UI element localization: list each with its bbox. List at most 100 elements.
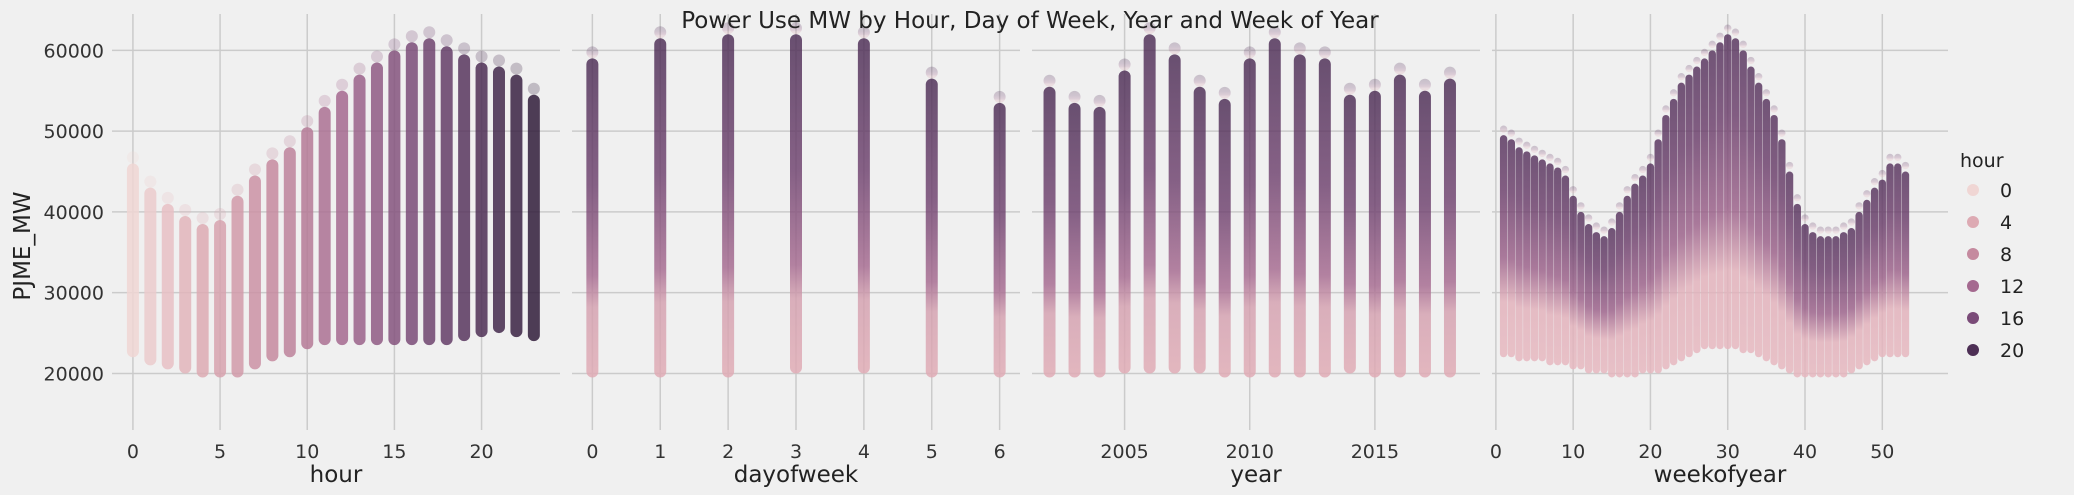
outlier-point: [1293, 42, 1306, 55]
point-column: [857, 38, 870, 374]
point-column: [1393, 74, 1406, 378]
point-column: [1901, 171, 1910, 358]
legend-label: 0: [2000, 180, 2012, 202]
point-column: [1700, 58, 1709, 350]
point-column: [1654, 139, 1662, 374]
point-column: [1577, 211, 1585, 370]
point-column: [179, 215, 192, 374]
legend-marker: [1967, 184, 1979, 196]
x-tick-label: 0: [1490, 441, 1502, 463]
point-column: [1093, 106, 1106, 378]
outlier-point: [1700, 48, 1709, 57]
outlier-point: [1870, 177, 1879, 186]
point-column: [1870, 187, 1879, 362]
point-column: [283, 147, 296, 358]
outlier-point: [1530, 145, 1539, 154]
outlier-point: [1592, 222, 1601, 230]
outlier-point: [388, 38, 401, 51]
outlier-point: [857, 26, 870, 39]
outlier-point: [510, 62, 523, 75]
outlier-point: [423, 26, 436, 39]
outlier-point: [1716, 32, 1724, 40]
outlier-point: [144, 175, 157, 188]
point-column: [1639, 175, 1647, 374]
point-column: [1623, 195, 1631, 378]
point-column: [196, 224, 209, 378]
x-tick-label: 5: [214, 441, 226, 463]
outlier-point: [1847, 218, 1856, 226]
outlier-point: [1654, 129, 1662, 137]
panel-dayofweek: 0 1 2 3 4 5 6 dayofweek: [572, 14, 1020, 488]
point-column: [1847, 228, 1856, 374]
point-column: [1785, 171, 1794, 374]
outlier-point: [654, 26, 667, 39]
outlier-point: [458, 42, 471, 55]
outlier-point: [1615, 202, 1624, 210]
outlier-point: [993, 90, 1006, 103]
outlier-point: [353, 62, 366, 75]
outlier-point: [1584, 214, 1593, 222]
point-column: [925, 78, 938, 378]
outlier-point: [1118, 58, 1131, 71]
y-tick-label: 60000: [44, 40, 104, 62]
series-points: [586, 22, 1006, 378]
point-column: [1816, 236, 1825, 378]
outlier-point: [1443, 66, 1456, 79]
outlier-point: [1762, 89, 1771, 97]
outlier-point: [1368, 78, 1381, 91]
series-points: [1499, 24, 1910, 378]
point-column: [1646, 163, 1655, 374]
outlier-point: [336, 78, 349, 91]
point-column: [1677, 82, 1686, 362]
point-column: [1778, 139, 1786, 370]
x-tick-label: 3: [790, 441, 802, 463]
outlier-point: [1608, 218, 1616, 226]
point-column: [370, 62, 383, 346]
x-tick-label: 2015: [1351, 441, 1399, 463]
legend-label: 4: [2000, 212, 2012, 234]
point-column: [1708, 50, 1716, 350]
outlier-point: [1778, 129, 1786, 137]
x-tick-label: 2010: [1226, 441, 1274, 463]
outlier-point: [1068, 90, 1081, 103]
outlier-point: [1878, 169, 1886, 178]
point-column: [1554, 167, 1562, 366]
outlier-point: [179, 203, 192, 216]
outlier-point: [1793, 194, 1801, 202]
x-tick-label: 40: [1793, 441, 1817, 463]
point-column: [1268, 38, 1281, 378]
point-column: [1318, 58, 1331, 378]
panel-year: 2005 2010 2015 year: [1032, 14, 1480, 488]
outlier-point: [1662, 105, 1670, 113]
outlier-point: [318, 94, 331, 107]
point-column: [586, 58, 599, 378]
point-column: [1824, 236, 1832, 378]
outlier-point: [1546, 153, 1554, 162]
point-column: [1507, 139, 1515, 358]
outlier-point: [1708, 40, 1716, 49]
point-column: [1754, 82, 1763, 358]
point-column: [1538, 159, 1546, 362]
x-axis-label: weekofyear: [1654, 462, 1787, 488]
point-column: [1218, 98, 1231, 378]
x-axis-label: dayofweek: [734, 462, 859, 488]
outlier-point: [1693, 56, 1701, 65]
x-tick-label: 10: [1561, 441, 1585, 463]
point-column: [266, 159, 279, 362]
outlier-point: [1855, 202, 1863, 210]
outlier-point: [1894, 153, 1902, 162]
x-tick-label: 10: [295, 441, 319, 463]
point-column: [301, 127, 314, 350]
point-column: [126, 163, 139, 358]
point-column: [1143, 34, 1156, 374]
point-column: [1343, 94, 1356, 374]
y-tick-label: 30000: [44, 283, 104, 305]
point-column: [1043, 86, 1056, 378]
outlier-point: [1168, 42, 1181, 55]
point-column: [1739, 50, 1747, 354]
point-column: [1762, 98, 1771, 362]
outlier-point: [248, 163, 261, 176]
outlier-point: [1631, 173, 1639, 182]
